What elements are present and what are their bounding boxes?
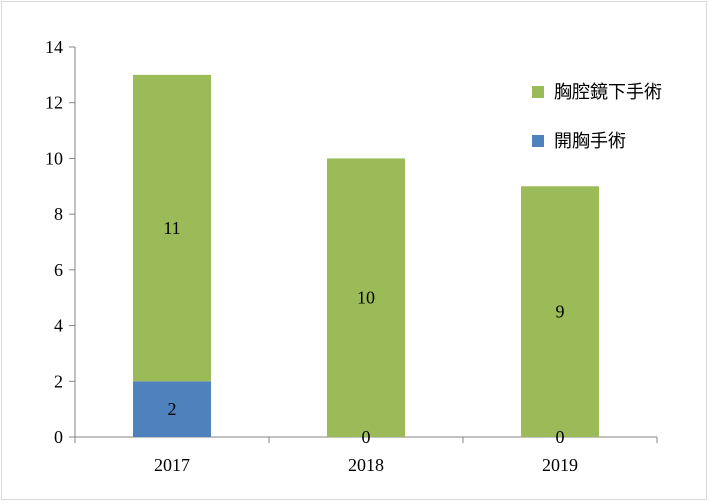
data-label: 2 bbox=[168, 399, 177, 419]
bar-thoracoscopic-2017 bbox=[133, 74, 211, 382]
bar-thoracoscopic-2018 bbox=[327, 158, 405, 437]
bar-thoracoscopic-2019 bbox=[521, 186, 599, 437]
bars bbox=[133, 74, 599, 437]
x-tick-label: 2019 bbox=[542, 455, 578, 475]
y-tick-label: 14 bbox=[45, 37, 63, 57]
legend-label: 胸腔鏡下手術 bbox=[554, 82, 662, 103]
y-tick-label: 8 bbox=[54, 204, 63, 224]
data-label: 9 bbox=[556, 302, 565, 322]
x-tick-label: 2018 bbox=[348, 455, 384, 475]
legend-label: 開胸手術 bbox=[554, 131, 626, 152]
y-tick-label: 6 bbox=[54, 260, 63, 280]
data-label: 10 bbox=[357, 288, 375, 308]
data-label: 0 bbox=[362, 427, 371, 447]
legend-swatch bbox=[532, 135, 544, 147]
y-tick-label: 2 bbox=[54, 371, 63, 391]
y-tick-label: 12 bbox=[45, 93, 63, 113]
bar-open-chest-2017 bbox=[133, 381, 211, 437]
y-tick-label: 4 bbox=[54, 316, 63, 336]
x-tick-label: 2017 bbox=[154, 455, 190, 475]
y-tick-label: 0 bbox=[54, 427, 63, 447]
legend-swatch bbox=[532, 86, 544, 98]
data-labels: 2 11 0 10 0 9 bbox=[163, 218, 564, 447]
data-label: 11 bbox=[163, 218, 180, 238]
data-label: 0 bbox=[556, 427, 565, 447]
y-tick-label: 10 bbox=[45, 148, 63, 168]
